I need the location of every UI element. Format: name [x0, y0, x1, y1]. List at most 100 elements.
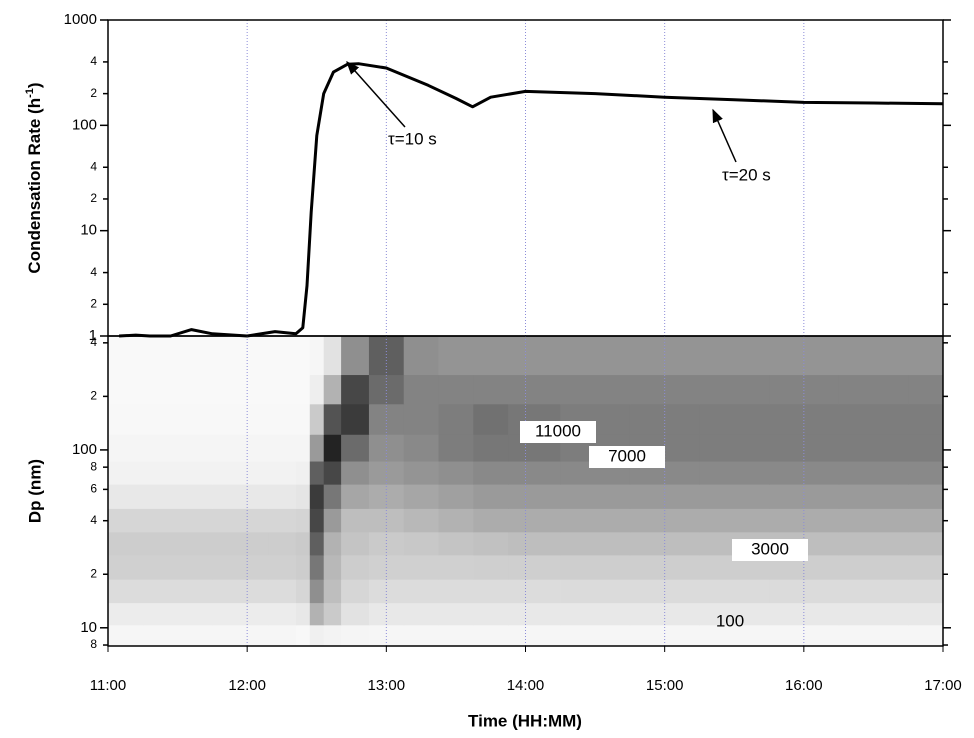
heatmap-cell: [508, 461, 561, 485]
heatmap-cell: [908, 508, 943, 533]
x-tick-label: 13:00: [368, 677, 406, 694]
heatmap-cell: [212, 434, 269, 462]
heatmap-cell: [295, 336, 311, 376]
heatmap-cell: [438, 434, 474, 462]
heatmap-cell: [838, 403, 909, 435]
heatmap-cell: [268, 434, 297, 462]
heatmap-cell: [473, 508, 509, 533]
heatmap-cell: [368, 624, 405, 646]
heatmap-cell: [142, 374, 213, 405]
heatmap-cell: [323, 531, 342, 556]
heatmap-cell: [508, 579, 561, 604]
heatmap-cell: [508, 624, 561, 646]
heatmap-cell: [295, 554, 311, 580]
heatmap-cell: [908, 336, 943, 376]
heatmap-cell: [438, 484, 474, 509]
heatmap-cell: [212, 403, 269, 435]
heatmap-cell: [403, 434, 440, 462]
heatmap-cell: [268, 374, 297, 405]
heatmap-cell: [838, 461, 909, 485]
heatmap-cell: [142, 461, 213, 485]
y-label-text: Condensation Rate (h: [25, 98, 44, 274]
heatmap-cell: [908, 484, 943, 509]
y-tick-label: 100: [72, 441, 97, 458]
heatmap-cell: [341, 554, 370, 580]
heatmap-cell: [473, 624, 509, 646]
heatmap-cell: [699, 579, 770, 604]
y-tick-label: 8: [90, 459, 97, 473]
heatmap-cell: [108, 403, 144, 435]
heatmap-cell: [838, 531, 909, 556]
heatmap-cell: [838, 484, 909, 509]
heatmap-cell: [403, 579, 440, 604]
heatmap-cell: [341, 508, 370, 533]
heatmap-cell: [438, 624, 474, 646]
heatmap-cell: [560, 374, 631, 405]
heatmap-cell: [403, 461, 440, 485]
heatmap-cell: [699, 508, 770, 533]
y-tick-label: 10: [80, 619, 97, 636]
annotation: τ=20 s: [722, 165, 771, 184]
heatmap-cell: [508, 336, 561, 376]
y-tick-label: 4: [90, 335, 97, 349]
heatmap-cell: [268, 461, 297, 485]
heatmap-cell: [212, 602, 269, 626]
y-tick-label: 6: [90, 482, 97, 496]
heatmap-cell: [295, 531, 311, 556]
heatmap-cell: [473, 554, 509, 580]
heatmap-cell: [908, 624, 943, 646]
heatmap-cell: [212, 508, 269, 533]
heatmap-cell: [473, 336, 509, 376]
heatmap-cell: [295, 484, 311, 509]
heatmap-cell: [142, 484, 213, 509]
heatmap-cell: [560, 336, 631, 376]
heatmap-cell: [268, 403, 297, 435]
heatmap-cell: [699, 624, 770, 646]
heatmap-cell: [368, 484, 405, 509]
heatmap-cell: [560, 484, 631, 509]
heatmap-cell: [212, 531, 269, 556]
heatmap-cell: [341, 336, 370, 376]
y-tick-label: 2: [90, 296, 97, 310]
heatmap-cell: [142, 531, 213, 556]
heatmap-cell: [108, 374, 144, 405]
heatmap-cell: [142, 403, 213, 435]
heatmap-cell: [438, 374, 474, 405]
heatmap-cell: [323, 461, 342, 485]
heatmap-cell: [295, 624, 311, 646]
heatmap-cell: [368, 602, 405, 626]
heatmap-cell: [438, 403, 474, 435]
heatmap-cell: [309, 579, 325, 604]
heatmap-cell: [699, 602, 770, 626]
heatmap-cell: [142, 579, 213, 604]
heatmap-cell: [341, 434, 370, 462]
heatmap-cell: [438, 461, 474, 485]
heatmap-cell: [403, 531, 440, 556]
heatmap-cell: [508, 602, 561, 626]
heatmap-cell: [323, 484, 342, 509]
heatmap-cell: [309, 403, 325, 435]
y-tick-label: 8: [90, 637, 97, 651]
heatmap-cell: [838, 434, 909, 462]
heatmap-cell: [508, 374, 561, 405]
heatmap-cell: [908, 403, 943, 435]
heatmap-cell: [473, 403, 509, 435]
heatmap-cell: [769, 602, 840, 626]
heatmap-cell: [142, 602, 213, 626]
heatmap-cell: [142, 336, 213, 376]
heatmap-cell: [629, 602, 700, 626]
heatmap-cell: [323, 403, 342, 435]
heatmap-cell: [212, 461, 269, 485]
heatmap-cell: [403, 624, 440, 646]
heatmap-cell: [560, 554, 631, 580]
heatmap-cell: [368, 461, 405, 485]
heatmap-cell: [108, 508, 144, 533]
heatmap-cell: [309, 554, 325, 580]
y-tick-label: 4: [90, 513, 97, 527]
heatmap-cell: [629, 508, 700, 533]
heatmap-cell: [212, 554, 269, 580]
heatmap-cell: [341, 579, 370, 604]
x-tick-label: 16:00: [785, 677, 823, 694]
contour-label: 3000: [751, 539, 789, 558]
heatmap-cell: [295, 374, 311, 405]
